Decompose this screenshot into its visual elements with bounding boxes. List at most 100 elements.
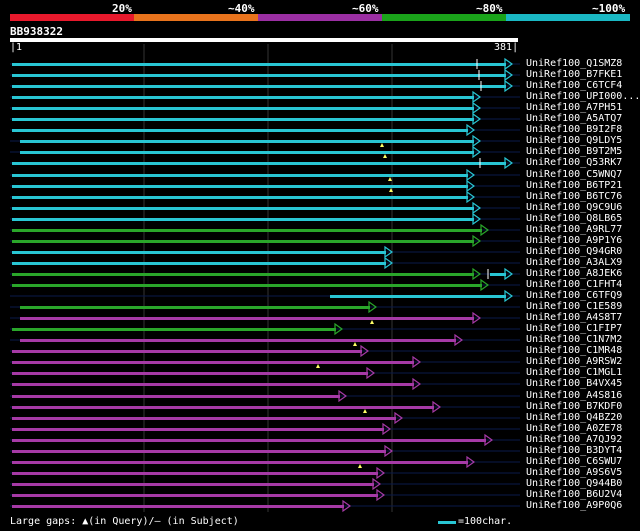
alignment-bar — [20, 317, 474, 320]
alignment-arrow — [382, 422, 392, 436]
percent-label-40: ~40% — [228, 2, 255, 15]
legend-gaps: Large gaps: ▲(in Query)/– (in Subject) — [10, 516, 239, 527]
color-segment-20 — [10, 14, 134, 21]
alignment-bar — [330, 295, 506, 298]
alignment-arrow — [466, 179, 476, 193]
alignment-label[interactable]: UniRef100_B3DYT4 — [526, 445, 623, 456]
alignment-label[interactable]: UniRef100_Q8LB65 — [526, 213, 623, 224]
query-gap-marker — [316, 364, 320, 368]
alignment-label[interactable]: UniRef100_A9P0Q6 — [526, 500, 623, 511]
alignment-label[interactable]: UniRef100_C1MR48 — [526, 345, 623, 356]
alignment-arrow — [480, 223, 490, 237]
alignment-label[interactable]: UniRef100_C1N7M2 — [526, 334, 623, 345]
query-gap-marker — [388, 177, 392, 181]
query-end-tick: 381| — [494, 42, 519, 53]
alignment-bar — [12, 350, 362, 353]
alignment-label[interactable]: UniRef100_B7KDF0 — [526, 401, 623, 412]
color-segment-40 — [134, 14, 258, 21]
alignment-label[interactable]: UniRef100_A8JEK6 — [526, 268, 623, 279]
alignment-label[interactable]: UniRef100_Q9LDY5 — [526, 135, 623, 146]
alignment-label[interactable]: UniRef100_Q944B0 — [526, 478, 623, 489]
query-gap-marker — [370, 320, 374, 324]
alignment-arrow — [472, 234, 482, 248]
alignment-bar — [12, 361, 414, 364]
alignment-bar — [12, 196, 468, 199]
alignment-label[interactable]: UniRef100_C5WNQ7 — [526, 169, 623, 180]
alignment-label[interactable]: UniRef100_C6TCF4 — [526, 80, 623, 91]
percent-label-80: ~80% — [476, 2, 503, 15]
alignment-bar — [12, 372, 368, 375]
alignment-arrow — [384, 444, 394, 458]
alignment-label[interactable]: UniRef100_C6TFQ9 — [526, 290, 623, 301]
alignment-label[interactable]: UniRef100_A9RL77 — [526, 224, 623, 235]
alignment-label[interactable]: UniRef100_B6TP21 — [526, 180, 623, 191]
alignment-bar — [12, 118, 474, 121]
alignment-bar-extension — [490, 273, 506, 276]
alignment-bar — [12, 472, 378, 475]
alignment-bar — [12, 107, 474, 110]
alignment-label[interactable]: UniRef100_A5ATQ7 — [526, 113, 623, 124]
alignment-arrow — [504, 68, 514, 82]
alignment-arrow — [466, 123, 476, 137]
alignment-label[interactable]: UniRef100_Q9C9U6 — [526, 202, 623, 213]
alignment-label[interactable]: UniRef100_C1E589 — [526, 301, 623, 312]
alignment-label[interactable]: UniRef100_A9P1Y6 — [526, 235, 623, 246]
alignment-arrow — [372, 477, 382, 491]
alignment-arrow — [472, 145, 482, 159]
alignment-label[interactable]: UniRef100_B7FKE1 — [526, 69, 623, 80]
alignment-label[interactable]: UniRef100_Q53RK7 — [526, 157, 623, 168]
alignment-label[interactable]: UniRef100_A4S8T7 — [526, 312, 623, 323]
alignment-label[interactable]: UniRef100_A4S816 — [526, 390, 623, 401]
alignment-arrow — [480, 278, 490, 292]
alignment-bar — [12, 505, 344, 508]
alignment-bar — [12, 240, 474, 243]
alignment-bar — [20, 140, 474, 143]
alignment-label[interactable]: UniRef100_Q1SMZ8 — [526, 58, 623, 69]
alignment-label[interactable]: UniRef100_A9RSW2 — [526, 356, 623, 367]
alignment-bar — [12, 251, 386, 254]
query-gap-marker — [363, 409, 367, 413]
alignment-label[interactable]: UniRef100_A9S6V5 — [526, 467, 623, 478]
alignment-label[interactable]: UniRef100_B9I2F8 — [526, 124, 623, 135]
color-segment-80 — [382, 14, 506, 21]
alignment-label[interactable]: UniRef100_B6U2V4 — [526, 489, 623, 500]
alignment-label[interactable]: UniRef100_B6TC76 — [526, 191, 623, 202]
alignment-label[interactable]: UniRef100_C1MGL1 — [526, 367, 623, 378]
alignment-bar — [12, 129, 468, 132]
alignment-arrow — [504, 79, 514, 93]
alignment-bar — [12, 450, 386, 453]
alignment-label[interactable]: UniRef100_A3ALX9 — [526, 257, 623, 268]
alignment-label[interactable]: UniRef100_C1FHT4 — [526, 279, 623, 290]
alignment-label[interactable]: UniRef100_A7PH51 — [526, 102, 623, 113]
query-bar — [10, 38, 518, 42]
alignment-arrow — [472, 311, 482, 325]
alignment-label[interactable]: UniRef100_A0ZE78 — [526, 423, 623, 434]
alignment-arrow — [384, 245, 394, 259]
alignment-label[interactable]: UniRef100_UPI000... — [526, 91, 640, 102]
percent-label-60: ~60% — [352, 2, 379, 15]
alignment-label[interactable]: UniRef100_A7QJ92 — [526, 434, 623, 445]
alignment-bar — [12, 185, 468, 188]
alignment-arrow — [342, 499, 352, 513]
alignment-label[interactable]: UniRef100_Q94GR0 — [526, 246, 623, 257]
alignment-label[interactable]: UniRef100_C6SWU7 — [526, 456, 623, 467]
alignment-label[interactable]: UniRef100_B4VX45 — [526, 378, 623, 389]
alignment-bar — [12, 262, 386, 265]
alignment-arrow — [472, 101, 482, 115]
alignment-bar — [20, 339, 456, 342]
alignment-bar — [12, 162, 506, 165]
alignment-arrow — [412, 377, 422, 391]
alignment-label[interactable]: UniRef100_B9T2M5 — [526, 146, 623, 157]
alignment-bar — [12, 74, 506, 77]
alignment-label[interactable]: UniRef100_C1FIP7 — [526, 323, 623, 334]
alignment-arrow — [484, 433, 494, 447]
query-start-tick: |1 — [10, 42, 23, 53]
alignment-bar — [12, 273, 474, 276]
alignment-arrow — [466, 190, 476, 204]
alignment-label[interactable]: UniRef100_Q4BZ20 — [526, 412, 623, 423]
alignment-arrow — [368, 300, 378, 314]
percent-label-100: ~100% — [592, 2, 626, 15]
alignment-arrow — [466, 168, 476, 182]
alignment-arrow — [394, 411, 404, 425]
alignment-arrow — [472, 212, 482, 226]
